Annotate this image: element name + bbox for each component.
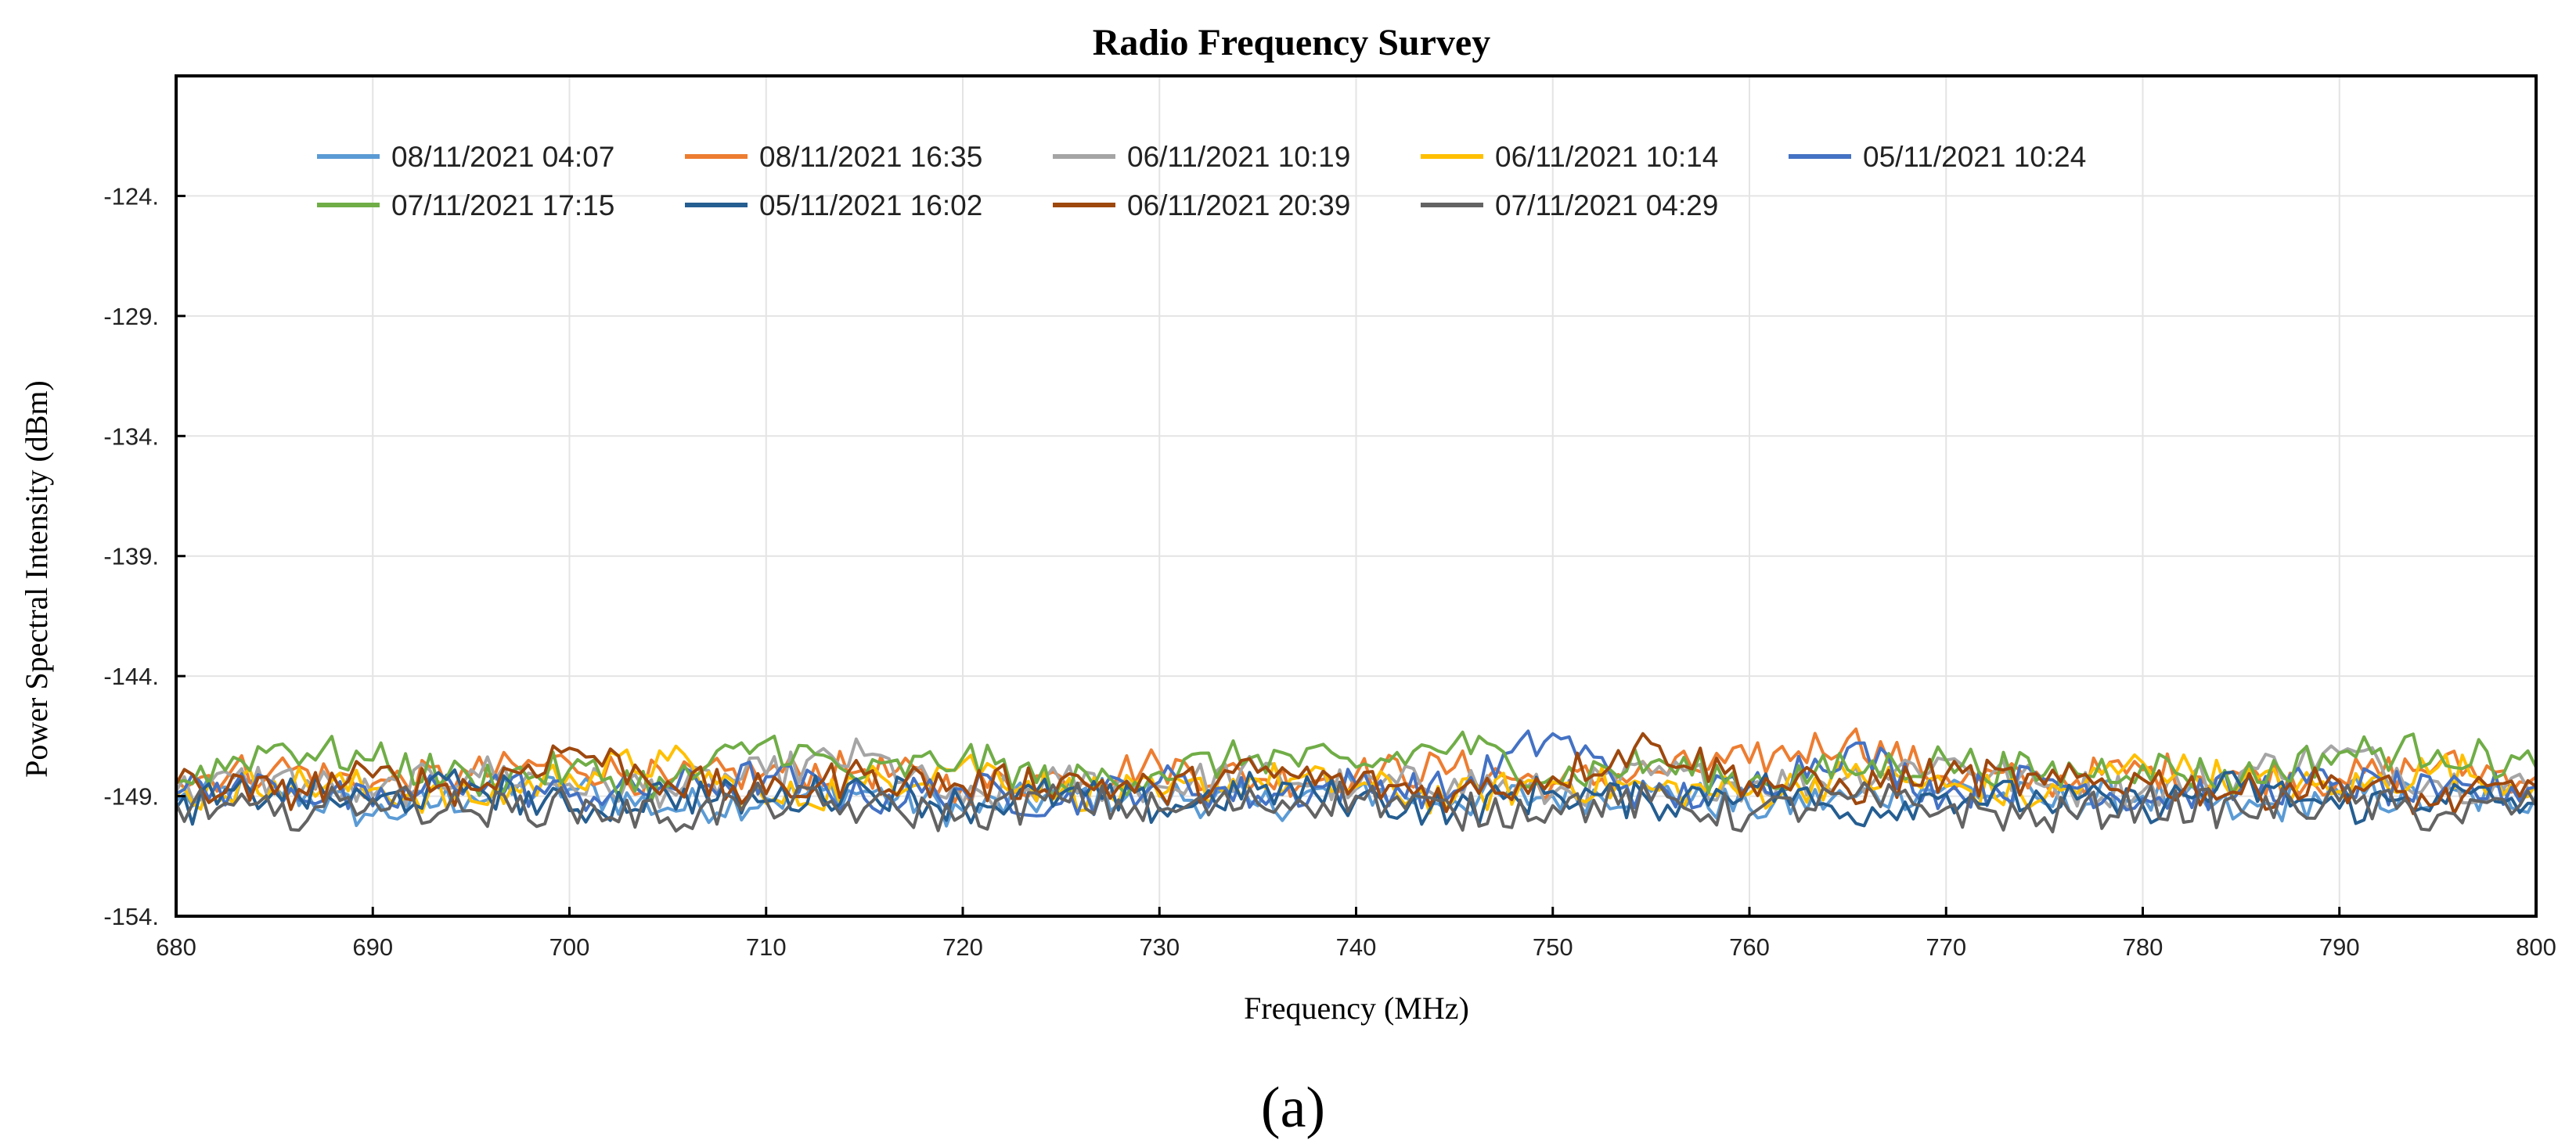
x-tick-label: 760 [1729, 933, 1770, 961]
x-tick-label: 730 [1139, 933, 1180, 961]
series-line [175, 737, 2537, 811]
x-tick-label: 790 [2319, 933, 2360, 961]
x-tick-label: 770 [1926, 933, 1966, 961]
legend: 08/11/2021 04:07 08/11/2021 16:35 06/11/20… [317, 141, 2086, 221]
chart-title: Radio Frequency Survey [1093, 22, 1490, 63]
x-tick-label: 690 [352, 933, 393, 961]
y-axis-ticks: -154. -149. -144. -139. -134. -129. -124. [103, 182, 186, 930]
legend-entry: 08/11/2021 04:07 [391, 141, 614, 173]
panel-label: (a) [1261, 1076, 1325, 1140]
y-tick-label: -139. [103, 543, 159, 570]
x-axis-ticks: 680 690 700 710 720 730 740 750 760 770 780 790 800 [156, 907, 2556, 961]
series-line [175, 730, 2538, 804]
series-lines [175, 727, 2538, 834]
legend-entry: 05/11/2021 16:02 [759, 189, 982, 221]
legend-entry: 08/11/2021 16:35 [759, 141, 982, 173]
x-tick-label: 710 [746, 933, 787, 961]
y-tick-label: -124. [103, 182, 159, 210]
legend-entry: 06/11/2021 20:39 [1127, 189, 1350, 221]
y-axis-label: Power Spectral Intensity (dBm) [19, 380, 54, 778]
x-tick-label: 720 [942, 933, 983, 961]
x-tick-label: 700 [549, 933, 590, 961]
legend-entry: 05/11/2021 10:24 [1863, 141, 2086, 173]
x-tick-label: 780 [2123, 933, 2163, 961]
x-tick-label: 750 [1533, 933, 1573, 961]
legend-entry: 07/11/2021 04:29 [1495, 189, 1718, 221]
legend-entry: 06/11/2021 10:14 [1495, 141, 1718, 173]
y-tick-label: -134. [103, 422, 159, 450]
series-line [175, 732, 2538, 815]
y-tick-label: -149. [103, 783, 159, 811]
x-tick-label: 800 [2516, 933, 2556, 961]
x-tick-label: 740 [1336, 933, 1377, 961]
x-axis-label: Frequency (MHz) [1244, 991, 1469, 1026]
x-tick-label: 680 [156, 933, 196, 961]
y-tick-label: -144. [103, 663, 159, 690]
series-line [175, 780, 2538, 834]
legend-entry: 07/11/2021 17:15 [391, 189, 614, 221]
y-tick-label: -154. [103, 903, 159, 930]
series-line [175, 727, 2538, 806]
y-tick-label: -129. [103, 303, 159, 330]
legend-entry: 06/11/2021 10:19 [1127, 141, 1350, 173]
